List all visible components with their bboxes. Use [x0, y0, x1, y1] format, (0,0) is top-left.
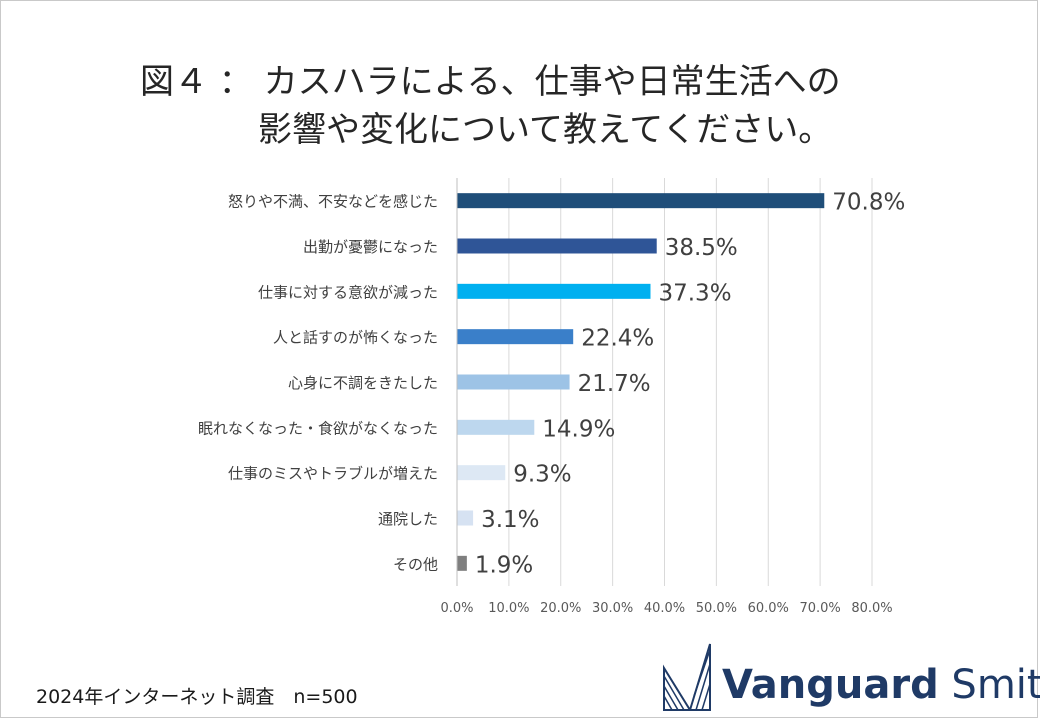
- title-line-1: 図４ ： カスハラによる、仕事や日常生活への: [140, 62, 841, 102]
- bar: [457, 193, 825, 209]
- title-line-2: 影響や変化について教えてください。: [258, 110, 833, 150]
- bar: [457, 510, 474, 526]
- data-label: 1.9%: [475, 552, 533, 578]
- bar: [457, 329, 574, 345]
- data-label: 3.1%: [481, 507, 539, 533]
- category-label: 怒りや不満、不安などを感じた: [228, 193, 438, 211]
- category-label: 仕事に対する意欲が減った: [258, 283, 438, 301]
- logo-text-bold: Vanguard: [722, 662, 939, 708]
- data-label: 22.4%: [581, 326, 654, 352]
- logo-mark-icon: [663, 643, 711, 711]
- data-label: 37.3%: [658, 280, 731, 306]
- x-tick-label: 20.0%: [540, 601, 581, 616]
- category-label: 通院した: [378, 510, 438, 528]
- x-tick-label: 30.0%: [592, 601, 633, 616]
- x-tick-label: 50.0%: [696, 601, 737, 616]
- data-label: 9.3%: [513, 462, 571, 488]
- logo-text-light: Smith: [951, 662, 1040, 708]
- bar: [457, 465, 506, 481]
- category-label: その他: [393, 555, 438, 573]
- x-tick-label: 10.0%: [488, 601, 529, 616]
- data-label: 14.9%: [542, 416, 615, 442]
- x-tick-label: 80.0%: [851, 601, 892, 616]
- category-label: 出勤が憂鬱になった: [303, 238, 438, 256]
- bar: [457, 374, 570, 390]
- bar: [457, 283, 651, 299]
- data-label: 21.7%: [578, 371, 651, 397]
- data-label: 38.5%: [665, 235, 738, 261]
- x-tick-label: 60.0%: [748, 601, 789, 616]
- x-tick-label: 70.0%: [799, 601, 840, 616]
- category-label: 心身に不調をきたした: [288, 374, 438, 392]
- category-label: 眠れなくなった・食欲がなくなった: [198, 419, 438, 437]
- bar: [457, 238, 657, 254]
- bar: [457, 419, 535, 435]
- x-tick-label: 40.0%: [644, 601, 685, 616]
- chart-title: 図４ ： カスハラによる、仕事や日常生活への 影響や変化について教えてください。: [140, 58, 841, 154]
- data-label: 70.8%: [832, 190, 905, 216]
- x-tick-label: 0.0%: [440, 601, 473, 616]
- category-label: 仕事のミスやトラブルが増えた: [228, 465, 438, 483]
- survey-note: 2024年インターネット調査 n=500: [36, 686, 358, 708]
- category-label: 人と話すのが怖くなった: [273, 329, 438, 347]
- logo-text: Vanguard Smith: [722, 662, 1040, 708]
- bar-chart: 0.0% 10.0% 20.0% 30.0% 40.0% 50.0% 60.0% 70.0% 8…: [198, 178, 905, 616]
- brand-logo: Vanguard Smith: [660, 640, 1040, 716]
- bar: [457, 555, 467, 571]
